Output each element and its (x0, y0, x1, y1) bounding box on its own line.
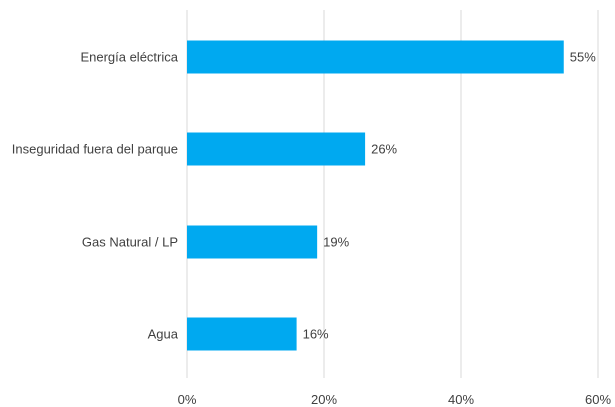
data-label: 19% (323, 235, 349, 250)
category-label: Energía eléctrica (80, 50, 178, 65)
bars (187, 40, 564, 351)
data-label: 16% (303, 327, 329, 342)
bar (187, 132, 366, 166)
bar (187, 40, 564, 74)
x-tick-label: 40% (448, 392, 474, 407)
data-labels: 55% 26% 19% 16% (303, 50, 597, 342)
data-label: 26% (371, 142, 397, 157)
category-label: Gas Natural / LP (82, 235, 178, 250)
data-label: 55% (570, 50, 596, 65)
bar (187, 317, 297, 351)
x-tick-label: 20% (311, 392, 337, 407)
x-tick-label: 60% (585, 392, 611, 407)
bar (187, 225, 318, 259)
category-label: Agua (148, 327, 179, 342)
category-labels: Energía eléctrica Inseguridad fuera del p… (12, 50, 179, 342)
x-tick-label: 0% (178, 392, 197, 407)
category-label: Inseguridad fuera del parque (12, 142, 178, 157)
x-axis-tick-labels: 0% 20% 40% 60% (178, 392, 612, 407)
